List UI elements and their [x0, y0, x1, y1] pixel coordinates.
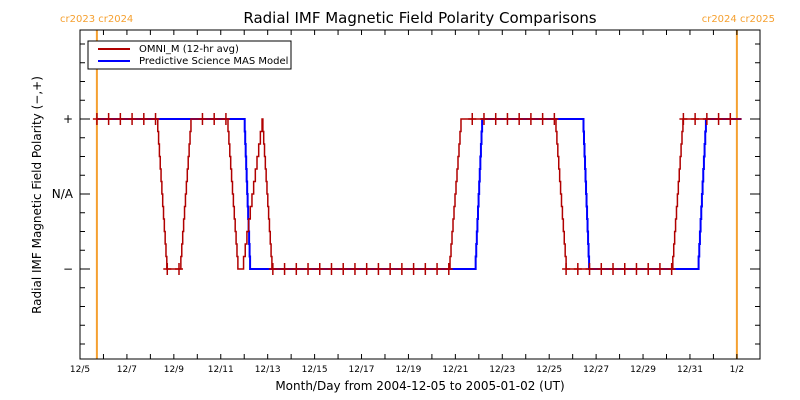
x-tick-label: 12/25 — [536, 365, 562, 375]
x-tick-label: 12/27 — [583, 365, 609, 375]
x-tick-label: 12/17 — [349, 365, 375, 375]
x-tick-label: 12/15 — [302, 365, 328, 375]
legend: OMNI_M (12-hr avg) Predictive Science MA… — [87, 40, 292, 70]
legend-label-mas: Predictive Science MAS Model — [139, 56, 288, 67]
y-tick-label: − — [63, 262, 73, 276]
plot-area — [92, 30, 742, 359]
x-axis: 12/5 12/7 12/9 12/11 12/13 12/15 12/17 12/19 12/… — [70, 30, 744, 375]
x-tick-label: 12/19 — [395, 365, 421, 375]
x-tick-label: 12/9 — [164, 365, 184, 375]
y-tick-label: + — [63, 112, 73, 126]
x-tick-label: 12/31 — [677, 365, 703, 375]
series-line-mas — [96, 118, 742, 270]
legend-label-omni: OMNI_M (12-hr avg) — [139, 44, 239, 55]
x-tick-label: 12/7 — [117, 365, 137, 375]
x-tick-label: 12/23 — [489, 365, 515, 375]
y-axis-label: Radial IMF Magnetic Field Polarity (−,+) — [30, 76, 44, 314]
x-tick-label: 12/11 — [208, 365, 234, 375]
cr-label-right: cr2024 cr2025 — [702, 14, 775, 25]
x-axis-label: Month/Day from 2004-12-05 to 2005-01-02 … — [275, 379, 564, 393]
x-tick-label: 12/29 — [630, 365, 656, 375]
x-tick-label: 12/21 — [442, 365, 468, 375]
y-tick-label: N/A — [52, 187, 74, 201]
legend-box — [87, 40, 292, 70]
x-tick-label: 12/5 — [70, 365, 90, 375]
x-tick-label: 12/13 — [255, 365, 281, 375]
y-axis: + N/A − — [52, 43, 760, 345]
series-line-omni — [96, 118, 742, 270]
plot-frame — [79, 29, 761, 360]
x-tick-label: 1/2 — [730, 365, 744, 375]
cr-label-left: cr2023 cr2024 — [60, 14, 133, 25]
chart-title: Radial IMF Magnetic Field Polarity Compa… — [243, 9, 596, 27]
